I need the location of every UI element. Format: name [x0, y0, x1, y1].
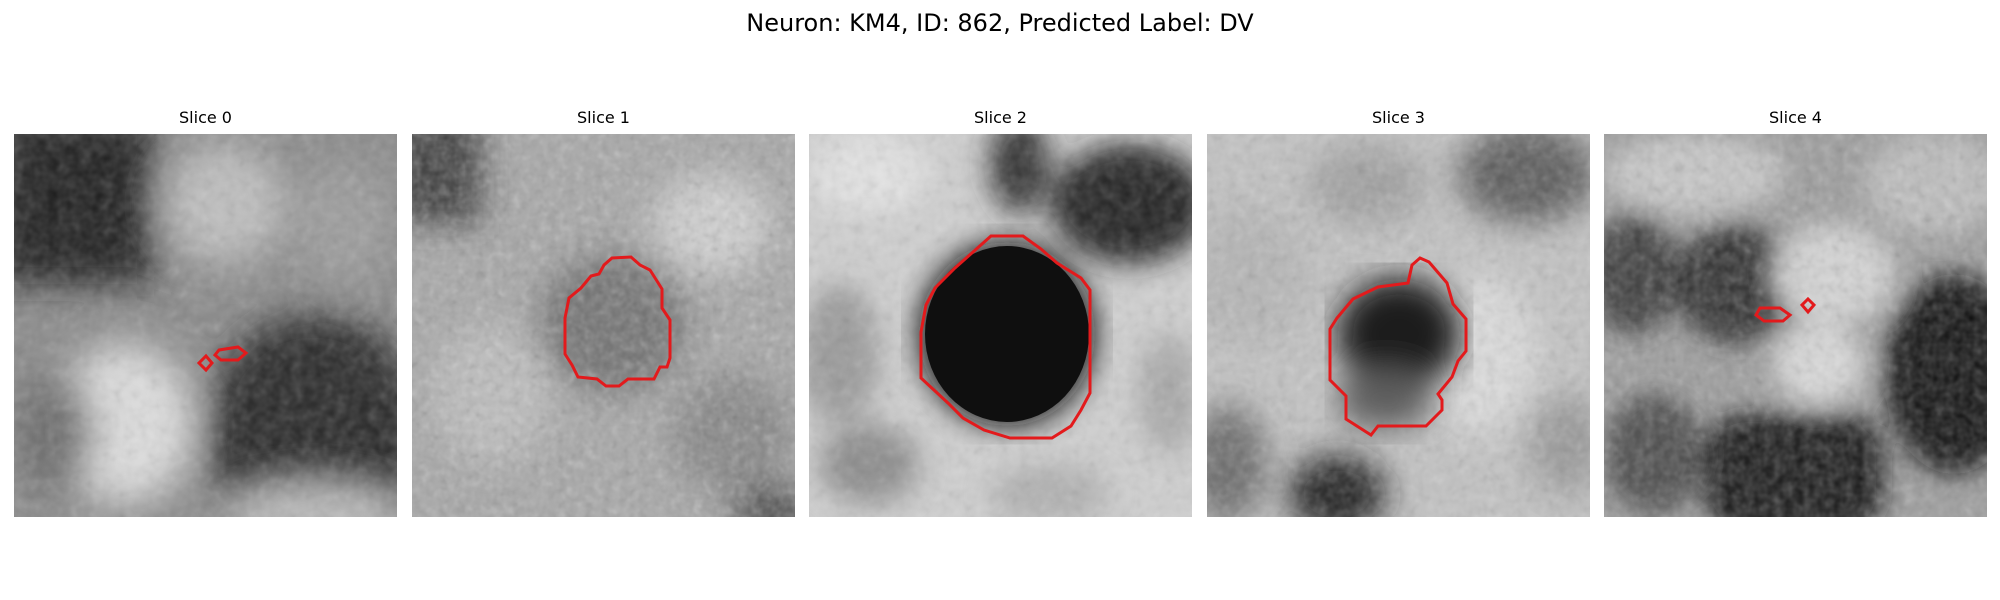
- pixel-noise: [1604, 134, 1987, 517]
- cell-contour-1: [563, 255, 672, 388]
- cell-contour-4: [1754, 296, 1817, 323]
- figure-title: Neuron: KM4, ID: 862, Predicted Label: D…: [746, 9, 1254, 37]
- slice-image-3: [1207, 134, 1590, 517]
- pixel-noise: [412, 134, 795, 517]
- cell-contour-0: [196, 345, 249, 373]
- cell-contour-3: [1328, 256, 1468, 437]
- slice-title-4: Slice 4: [1769, 108, 1822, 127]
- pixel-noise: [14, 134, 397, 517]
- slice-title-0: Slice 0: [179, 108, 232, 127]
- slice-title-1: Slice 1: [577, 108, 630, 127]
- cell-body: [925, 246, 1089, 422]
- slice-image-0: [14, 134, 397, 517]
- cell-contour-2: [919, 234, 1092, 440]
- slice-title-2: Slice 2: [974, 108, 1027, 127]
- slice-image-1: [412, 134, 795, 517]
- slice-image-4: [1604, 134, 1987, 517]
- slice-title-3: Slice 3: [1372, 108, 1425, 127]
- slice-image-2: [809, 134, 1192, 517]
